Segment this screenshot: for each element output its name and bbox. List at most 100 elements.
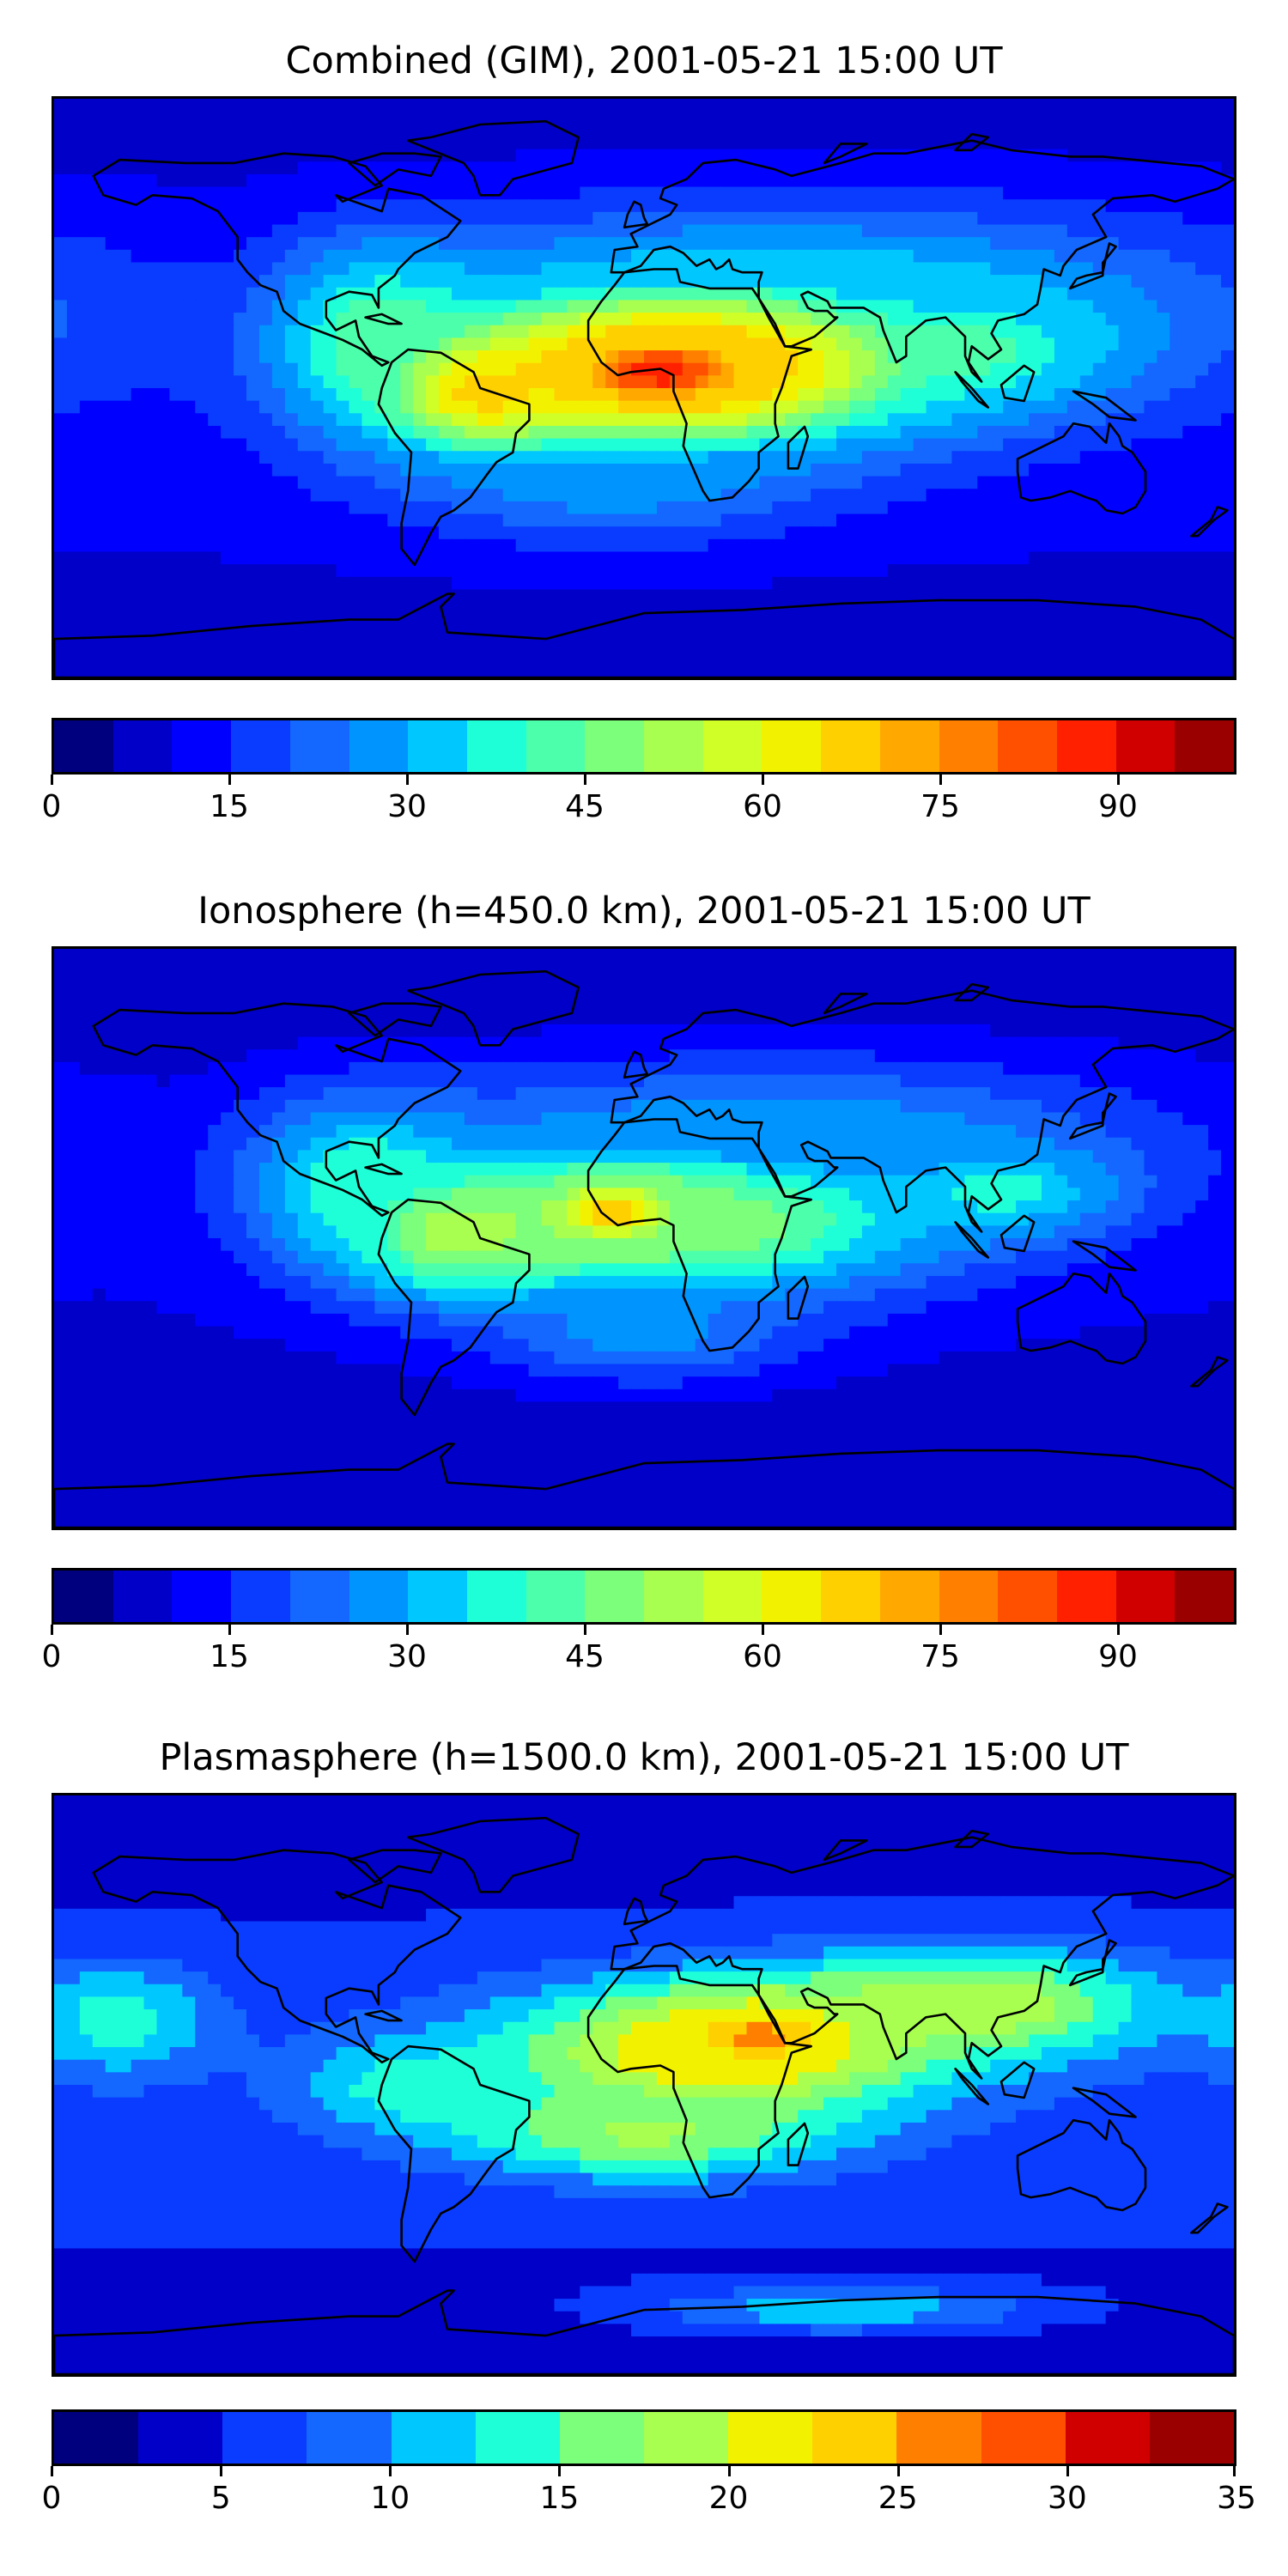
- colorbar-tick-label: 0: [41, 1639, 62, 1674]
- colorbar-segment: [112, 1571, 173, 1622]
- colorbar-segment: [644, 1571, 703, 1622]
- colorbar-combined: [52, 718, 1236, 775]
- colorbar-segment: [466, 1571, 526, 1622]
- colorbar-tick-mark: [1233, 2466, 1236, 2476]
- coastline-6: [406, 119, 580, 197]
- coastline-1: [377, 1198, 531, 1417]
- colorbar-segment: [896, 2412, 981, 2464]
- coastline-5: [54, 2289, 1234, 2374]
- coastline-9: [787, 1275, 810, 1320]
- colorbar-segment: [981, 2412, 1066, 2464]
- coastline-15: [348, 1002, 442, 1037]
- coastline-3: [610, 989, 1234, 1233]
- coastline-17: [823, 993, 868, 1015]
- colorbar-tick-mark: [51, 1625, 53, 1635]
- panel-title-ionosphere: Ionosphere (h=450.0 km), 2001-05-21 15:0…: [197, 890, 1091, 933]
- colorbar-tick-mark: [220, 2466, 223, 2476]
- coastline-13: [1190, 2202, 1229, 2234]
- colorbar-segment: [643, 2412, 729, 2464]
- coastline-7: [623, 1050, 649, 1079]
- colorbar-tick-mark: [762, 1625, 764, 1635]
- colorbar-segment: [1115, 720, 1176, 772]
- coastline-8: [1068, 1939, 1117, 1987]
- tec-field: [54, 949, 1234, 1528]
- coastline-1: [377, 2044, 531, 2263]
- colorbar-segment: [812, 2412, 897, 2464]
- colorbar-tick-mark: [406, 775, 409, 785]
- colorbar-segment: [526, 1571, 586, 1622]
- colorbar-tick-label: 0: [41, 2481, 62, 2516]
- colorbar-tick-label: 75: [920, 789, 960, 824]
- colorbar-tick-label: 60: [743, 1639, 782, 1674]
- colorbar-segment: [138, 2412, 223, 2464]
- colorbar-segment: [1115, 1571, 1176, 1622]
- tec-field: [54, 99, 1234, 677]
- coastline-14: [364, 2009, 403, 2022]
- colorbar-segment: [702, 1571, 762, 1622]
- coastline-15: [348, 1849, 442, 1884]
- colorbar-segment: [644, 720, 703, 772]
- colorbar-tick-mark: [406, 1625, 409, 1635]
- coastline-11: [999, 364, 1036, 403]
- coastline-12: [1072, 2087, 1137, 2118]
- colorbar-tick-mark: [939, 1625, 942, 1635]
- colorbar-segment: [939, 1571, 999, 1622]
- colorbar-segment: [998, 1571, 1057, 1622]
- coastline-3: [610, 1836, 1234, 2080]
- coastline-8: [1068, 1092, 1117, 1140]
- coastline-4: [1016, 2118, 1147, 2212]
- coastline-2: [586, 1118, 812, 1352]
- colorbar-segment: [821, 1571, 880, 1622]
- coastline-13: [1190, 1356, 1229, 1388]
- colorbar-tick-label: 30: [387, 1639, 427, 1674]
- colorbar-segment: [939, 720, 999, 772]
- colorbar-tick-label: 30: [1047, 2481, 1087, 2516]
- colorbar-tick-label: 45: [565, 1639, 605, 1674]
- coastline-0: [92, 1002, 462, 1218]
- colorbar-tick-label: 5: [210, 2481, 231, 2516]
- colorbar-segment: [54, 720, 113, 772]
- map-ionosphere: [52, 946, 1236, 1530]
- coastline-7: [623, 1897, 649, 1926]
- coastline-6: [406, 969, 580, 1047]
- colorbar-segment: [998, 720, 1057, 772]
- coastline-0: [92, 152, 462, 368]
- coastline-9: [787, 2122, 810, 2166]
- colorbar-tick-label: 30: [387, 789, 427, 824]
- colorbar-tick-label: 15: [210, 789, 249, 824]
- colorbar-segment: [408, 720, 467, 772]
- coastline-17: [823, 1839, 868, 1862]
- coastline-9: [787, 425, 810, 470]
- colorbar-segment: [526, 720, 586, 772]
- colorbar-tick-label: 60: [743, 789, 782, 824]
- colorbar-tick-mark: [1117, 1625, 1120, 1635]
- colorbar-segment: [1056, 720, 1116, 772]
- colorbar-segment: [222, 2412, 307, 2464]
- colorbar-segment: [466, 720, 526, 772]
- colorbar-tick-mark: [762, 775, 764, 785]
- colorbar-segment: [408, 1571, 467, 1622]
- colorbar-tick-label: 90: [1098, 1639, 1138, 1674]
- coastline-17: [823, 143, 868, 165]
- map-plasmasphere: [52, 1793, 1236, 2377]
- colorbar-tick-mark: [51, 775, 53, 785]
- coastline-8: [1068, 242, 1117, 290]
- coastline-3: [610, 139, 1234, 383]
- colorbar-tick-mark: [939, 775, 942, 785]
- colorbar-plasmasphere: [52, 2409, 1236, 2466]
- coastline-14: [364, 1163, 403, 1176]
- colorbar-segment: [349, 1571, 409, 1622]
- colorbar-tick-mark: [584, 1625, 586, 1635]
- colorbar-tick-mark: [896, 2466, 900, 2476]
- colorbar-segment: [231, 1571, 290, 1622]
- colorbar-segment: [307, 2412, 392, 2464]
- coastline-12: [1072, 1240, 1137, 1272]
- coastline-16: [954, 982, 990, 1002]
- colorbar-tick-label: 15: [210, 1639, 249, 1674]
- colorbar-tick-label: 0: [41, 789, 62, 824]
- colorbar-segment: [289, 720, 349, 772]
- colorbar-tick-mark: [51, 2466, 53, 2476]
- panel-title-combined: Combined (GIM), 2001-05-21 15:00 UT: [285, 39, 1003, 82]
- coastline-14: [364, 313, 403, 325]
- colorbar-segment: [112, 720, 173, 772]
